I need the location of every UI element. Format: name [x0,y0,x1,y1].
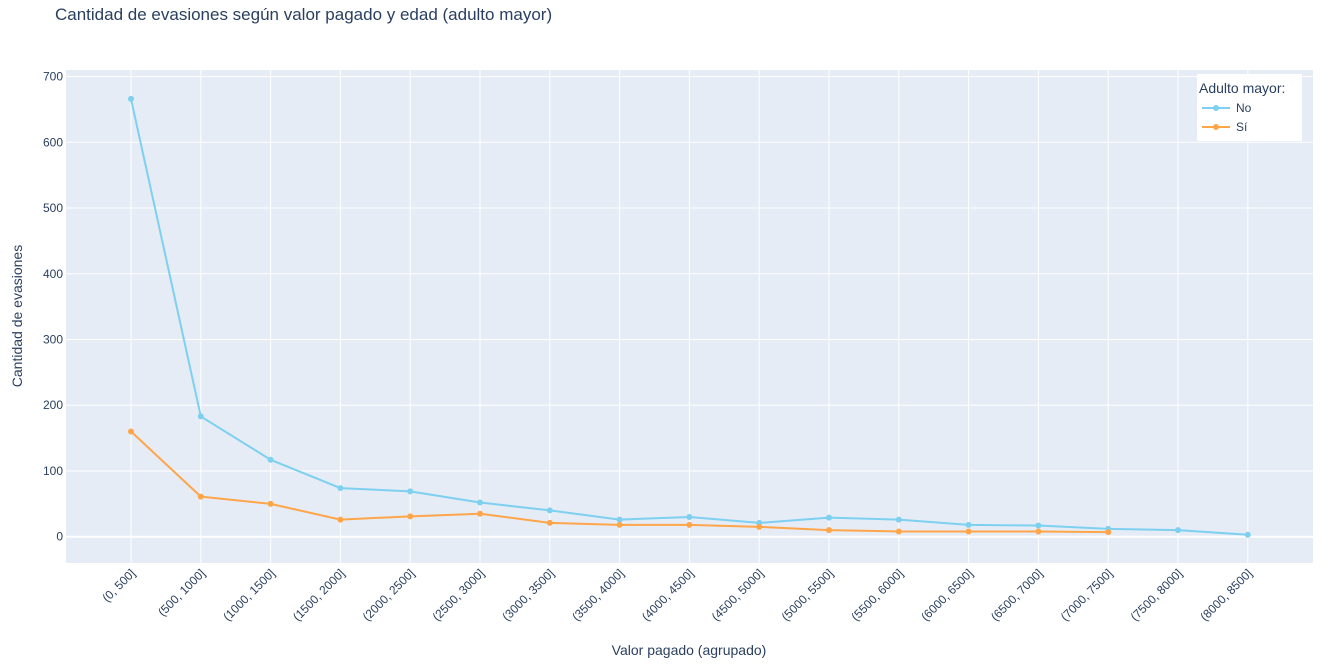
x-axis-title: Valor pagado (agrupado) [612,642,767,658]
x-tick-label: (7500, 8000] [1128,566,1186,624]
data-point [1175,527,1181,534]
data-point [197,493,204,500]
chart-title: Cantidad de evasiones según valor pagado… [55,5,552,24]
legend-label: Sí [1236,120,1248,134]
data-point [686,513,693,520]
data-point [686,521,693,528]
data-point [407,488,414,495]
data-point [965,528,972,535]
data-point [546,519,553,526]
data-point [826,514,832,521]
data-point [337,516,344,523]
data-point [616,521,623,528]
x-tick-label: (0, 500] [99,566,138,605]
data-point [128,95,134,102]
x-tick-label: (500, 1000] [155,566,208,619]
data-point [337,485,344,492]
data-point [616,516,623,523]
x-tick-label: (5500, 6000] [848,566,906,624]
data-point [1035,528,1042,535]
x-tick-label: (7000, 7500] [1058,566,1116,624]
y-axis-ticks: 0 100 200 300 400 500 600 700 [43,70,63,544]
grid [66,70,1313,563]
data-point [546,507,553,514]
data-point [267,456,274,463]
legend: Adulto mayor: No Sí [1197,74,1302,141]
x-tick-label: (3000, 3500] [499,566,557,624]
data-point [197,413,204,420]
x-tick-label: (3500, 4000] [569,566,627,624]
legend-label: No [1236,101,1252,115]
data-point [895,528,902,535]
y-tick-label: 500 [43,201,63,215]
data-point [965,521,972,528]
data-point [1105,529,1112,536]
series-lines [128,95,1251,538]
series-si [128,428,1112,536]
x-tick-label: (6500, 7000] [988,566,1046,624]
series-no [128,95,1251,538]
data-point [756,523,763,530]
y-tick-label: 700 [43,70,63,84]
legend-marker [1213,105,1219,111]
data-point [267,500,274,507]
y-tick-label: 400 [43,267,63,281]
x-tick-label: (2000, 2500] [360,566,418,624]
data-point [1035,522,1042,529]
legend-items: No Sí [1202,101,1252,134]
x-tick-label: (1000, 1500] [220,566,278,624]
x-tick-label: (4500, 5000] [709,566,767,624]
x-tick-label: (1500, 2000] [290,566,348,624]
x-tick-label: (5000, 5500] [779,566,837,624]
legend-title: Adulto mayor: [1199,80,1285,96]
data-point [128,428,134,435]
x-axis-ticks: (0, 500] (500, 1000] (1000, 1500] (1500, 20… [99,566,1254,624]
x-tick-label: (2500, 3000] [430,566,488,624]
y-tick-label: 200 [43,398,63,412]
y-tick-label: 0 [56,530,63,544]
y-tick-label: 100 [43,464,63,478]
data-point [477,510,483,517]
x-tick-label: (4000, 4500] [639,566,697,624]
data-point [826,527,832,534]
data-point [407,513,414,520]
x-tick-label: (6000, 6500] [918,566,976,624]
y-tick-label: 300 [43,333,63,347]
data-point [1244,531,1251,538]
data-point [477,499,483,506]
y-tick-label: 600 [43,135,63,149]
legend-marker [1213,124,1219,130]
y-axis-title: Cantidad de evasiones [9,245,25,387]
data-point [895,516,902,523]
x-tick-label: (8000, 8500] [1197,566,1255,624]
